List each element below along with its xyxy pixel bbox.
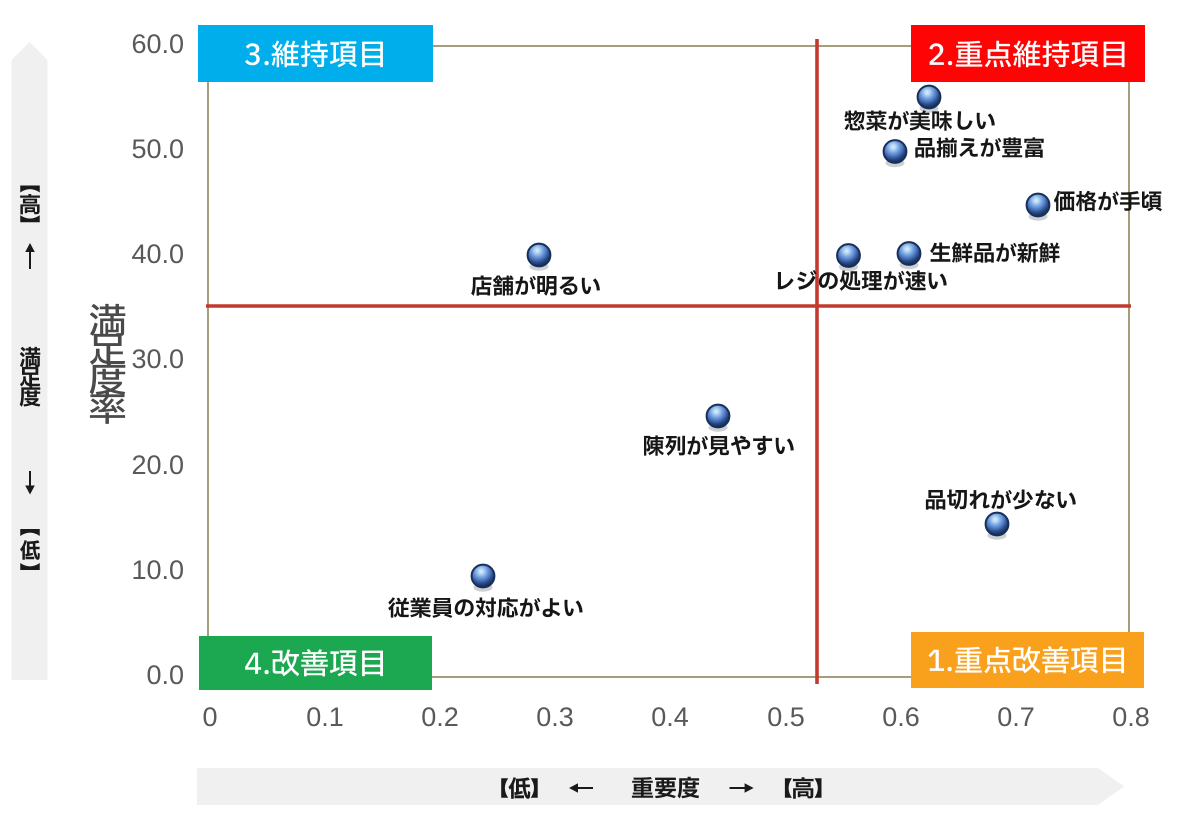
svg-text:0.4: 0.4 — [651, 702, 689, 732]
svg-text:40.0: 40.0 — [131, 239, 184, 269]
svg-text:0.6: 0.6 — [882, 702, 920, 732]
svg-text:0.7: 0.7 — [997, 702, 1035, 732]
svg-text:20.0: 20.0 — [131, 450, 184, 480]
svg-text:10.0: 10.0 — [131, 555, 184, 585]
svg-text:0.1: 0.1 — [306, 702, 344, 732]
svg-text:0.8: 0.8 — [1112, 702, 1150, 732]
svg-text:50.0: 50.0 — [131, 134, 184, 164]
svg-text:0.2: 0.2 — [421, 702, 459, 732]
svg-text:0.3: 0.3 — [536, 702, 574, 732]
svg-text:30.0: 30.0 — [131, 344, 184, 374]
svg-text:0.0: 0.0 — [146, 660, 184, 690]
svg-text:60.0: 60.0 — [131, 29, 184, 59]
svg-text:0.5: 0.5 — [767, 702, 805, 732]
svg-text:0: 0 — [202, 702, 217, 732]
